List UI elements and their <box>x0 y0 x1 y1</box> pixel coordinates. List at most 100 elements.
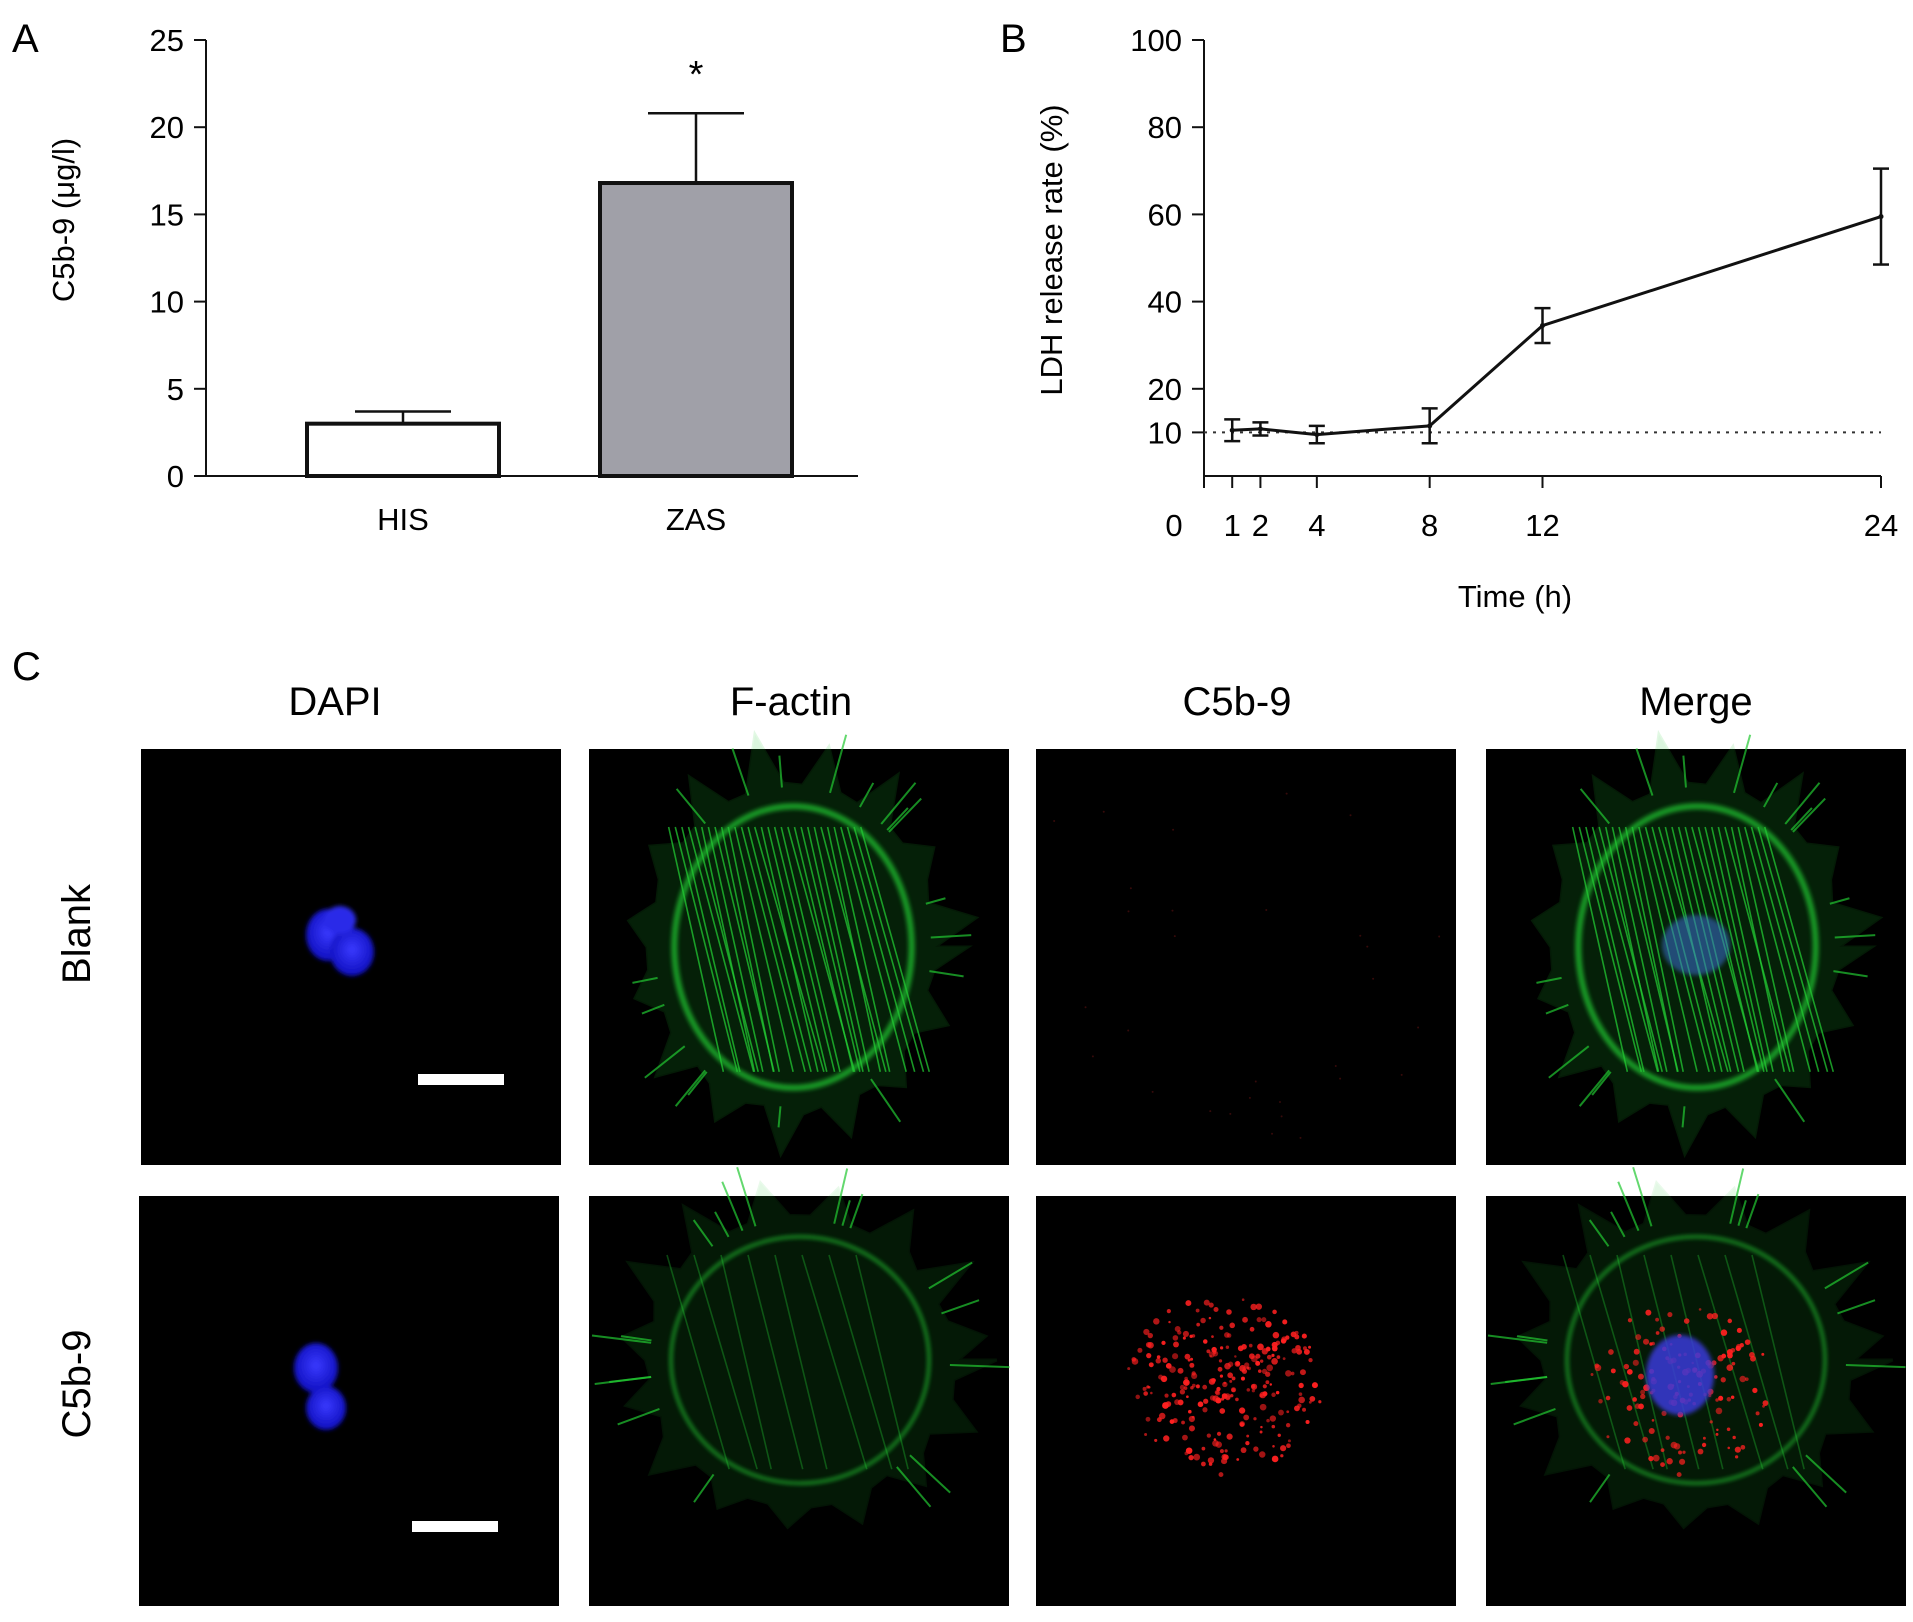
c5b-9-deposit <box>1272 1445 1275 1448</box>
stress-fibre <box>720 1254 772 1470</box>
c5b-9-deposit <box>1298 1392 1303 1396</box>
c5b-9-deposit <box>1208 1316 1212 1320</box>
micrograph-blank-merge <box>1486 729 1906 1165</box>
c5b-9-deposit <box>1259 1451 1266 1458</box>
background-speck <box>1248 1096 1251 1099</box>
c5b-9-deposit <box>1213 1438 1217 1441</box>
c5b-9-deposit <box>1642 1436 1649 1443</box>
stress-fibre <box>1717 826 1774 1072</box>
background-speck <box>1209 1110 1212 1113</box>
c5b-9-deposit <box>1259 1359 1264 1363</box>
filopodium <box>1833 970 1868 978</box>
c5b-9-deposit <box>1243 1414 1250 1421</box>
c5b-9-deposit <box>1632 1397 1637 1402</box>
c5b-9-deposit <box>1131 1357 1137 1362</box>
stress-fibre <box>793 826 855 1072</box>
background-speck <box>1417 1026 1420 1029</box>
cell-body <box>619 1179 998 1530</box>
significance-marker: * <box>689 54 704 96</box>
c5b-9-deposit <box>1217 1366 1223 1372</box>
c5b-9-deposit <box>1235 1397 1239 1402</box>
bar-chart-panel-a: * 0 5 10 15 20 25 HIS ZAS C5b-9 (μg/l) <box>46 23 858 537</box>
filopodium <box>731 748 750 796</box>
c5b-9-deposit <box>1269 1415 1277 1422</box>
c5b-9-deposit <box>1732 1435 1736 1440</box>
c5b-9-deposit <box>1702 1436 1706 1440</box>
c5b-9-deposit <box>1749 1352 1755 1358</box>
c5b-9-deposit <box>1265 1346 1271 1352</box>
data-point <box>1427 423 1433 429</box>
stress-fibre <box>681 826 741 1072</box>
filopodium <box>721 1181 744 1232</box>
filopodium <box>870 1078 902 1123</box>
c5b-9-deposit <box>1706 1313 1714 1320</box>
c5b-9-deposit <box>1261 1317 1267 1323</box>
c5b-9-deposit <box>1202 1407 1208 1413</box>
c5b-9-deposit <box>1146 1353 1152 1359</box>
column-header-f-actin: F-actin <box>730 680 852 724</box>
filopodium <box>693 1473 715 1503</box>
c5b-9-deposit <box>1188 1454 1194 1461</box>
c5b-9-deposit <box>1726 1396 1732 1402</box>
background-speck <box>1366 945 1369 948</box>
c5b-9-deposit <box>1206 1349 1211 1354</box>
c5b-9-deposit <box>1643 1338 1650 1345</box>
filopodium <box>1610 1211 1626 1238</box>
c5b-9-deposit <box>1701 1442 1707 1448</box>
filopodium <box>687 1071 708 1096</box>
c5b-9-deposit <box>1290 1371 1295 1376</box>
c5b-9-deposit <box>1239 1421 1245 1427</box>
c5b-9-deposit <box>1271 1358 1278 1365</box>
c5b-9-deposit <box>1222 1454 1229 1461</box>
c5b-9-deposit <box>1208 1302 1214 1308</box>
c5b-9-deposit <box>1213 1306 1219 1313</box>
c5b-9-deposit <box>1226 1433 1233 1440</box>
c5b-9-deposit <box>1285 1335 1290 1340</box>
filopodium <box>736 1166 757 1227</box>
filopodium <box>928 1261 973 1290</box>
c5b-9-deposit <box>1655 1331 1660 1335</box>
micrograph-c5b-9-c5b-9 <box>1036 1196 1456 1606</box>
c5b-9-deposit <box>1649 1342 1653 1346</box>
c5b-9-deposit <box>1190 1385 1194 1390</box>
c5b-9-deposit <box>1148 1362 1154 1368</box>
filopodium <box>1487 1334 1548 1344</box>
background-speck <box>1285 792 1288 795</box>
c5b-9-deposit <box>1661 1410 1667 1416</box>
c5b-9-deposit <box>1245 1441 1250 1446</box>
c5b-9-deposit <box>1632 1359 1639 1366</box>
background-speck <box>1334 1065 1337 1068</box>
c5b-9-deposit <box>1734 1446 1741 1453</box>
c5b-9-deposit <box>1169 1366 1176 1373</box>
c5b-9-deposit <box>1144 1433 1148 1437</box>
stress-fibre <box>687 826 755 1073</box>
stress-fibre <box>1591 826 1659 1073</box>
c5b-9-deposit <box>1185 1300 1192 1307</box>
c5b-9-deposit <box>1161 1340 1166 1345</box>
c5b-9-deposit <box>1196 1322 1201 1327</box>
stress-fibre <box>700 826 756 1072</box>
filopodium <box>1729 1168 1745 1224</box>
c5b-9-deposit <box>1145 1416 1151 1422</box>
stress-fibre <box>853 826 925 1073</box>
stress-fibre <box>734 826 794 1072</box>
stress-fibre <box>859 826 931 1073</box>
bar-his <box>305 421 501 478</box>
stress-fibre <box>828 1254 893 1470</box>
background-speck <box>1400 1073 1403 1076</box>
x-tick-label: HIS <box>377 502 429 537</box>
c5b-9-deposit <box>1166 1309 1171 1314</box>
c5b-9-deposit <box>1181 1420 1185 1425</box>
c5b-9-deposit <box>1651 1419 1655 1422</box>
c5b-9-deposit <box>1622 1380 1629 1388</box>
background-speck <box>1102 810 1105 813</box>
filopodium <box>1591 1071 1612 1096</box>
c5b-9-deposit <box>1135 1394 1140 1400</box>
c5b-9-deposit <box>1635 1334 1642 1341</box>
panel-c-label: C <box>12 645 41 689</box>
c5b-9-deposit <box>1248 1353 1255 1360</box>
c5b-9-deposit <box>1183 1386 1188 1391</box>
c5b-9-deposit <box>1150 1391 1153 1395</box>
c5b-9-deposit <box>1211 1346 1217 1353</box>
c5b-9-deposit <box>1298 1382 1304 1389</box>
